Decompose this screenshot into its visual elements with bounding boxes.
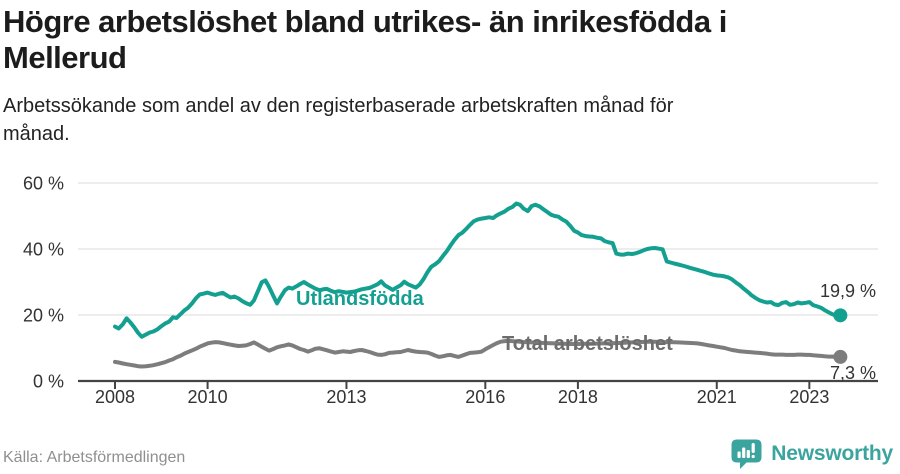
series-line-total bbox=[113, 338, 843, 369]
x-tick-label: 2018 bbox=[558, 387, 598, 407]
series-end-dot-total bbox=[833, 349, 848, 364]
y-axis-label: 40 % bbox=[23, 240, 64, 260]
subtitle-line-2: månad. bbox=[3, 123, 70, 145]
x-tick-label: 2013 bbox=[326, 387, 366, 407]
newsworthy-wordmark: Newsworthy bbox=[771, 442, 893, 465]
chart-canvas: 0 % 20 % 40 % 60 % 2008 2010 2013 2016 2018 2021 2… bbox=[23, 174, 878, 407]
x-tick-label: 2008 bbox=[95, 387, 135, 407]
y-axis-label: 60 % bbox=[23, 174, 64, 194]
title-line-1: Högre arbetslöshet bland utrikes- än inr… bbox=[3, 4, 727, 39]
y-axis-label: 0 % bbox=[33, 372, 64, 392]
title-line-2: Mellerud bbox=[3, 40, 127, 75]
y-axis-label: 20 % bbox=[23, 306, 64, 326]
series-line-utlandsfodda bbox=[113, 201, 843, 339]
newsworthy-bubble-chart-icon bbox=[731, 439, 762, 469]
chart-title: Högre arbetslöshet bland utrikes- än inr… bbox=[3, 4, 727, 76]
series-label-total: Total arbetslöshet bbox=[502, 333, 673, 355]
x-tick-label: 2010 bbox=[188, 387, 228, 407]
newsworthy-logo[interactable]: Newsworthy bbox=[730, 438, 893, 470]
x-tick-label: 2023 bbox=[789, 387, 829, 407]
series-end-dot-utlandsfodda bbox=[833, 308, 848, 323]
series-label-utlandsfodda: Utlandsfödda bbox=[296, 288, 424, 310]
x-tick-label: 2016 bbox=[465, 387, 505, 407]
subtitle-line-1: Arbetssökande som andel av den registerb… bbox=[3, 95, 674, 117]
source-credit: Källa: Arbetsförmedlingen bbox=[3, 449, 186, 466]
x-tick-label: 2021 bbox=[697, 387, 737, 407]
chart-subtitle: Arbetssökande som andel av den registerb… bbox=[3, 92, 673, 148]
end-value-label-utlandsfodda: 19,9 % bbox=[819, 281, 876, 301]
end-value-label-total: 7,3 % bbox=[829, 363, 876, 383]
